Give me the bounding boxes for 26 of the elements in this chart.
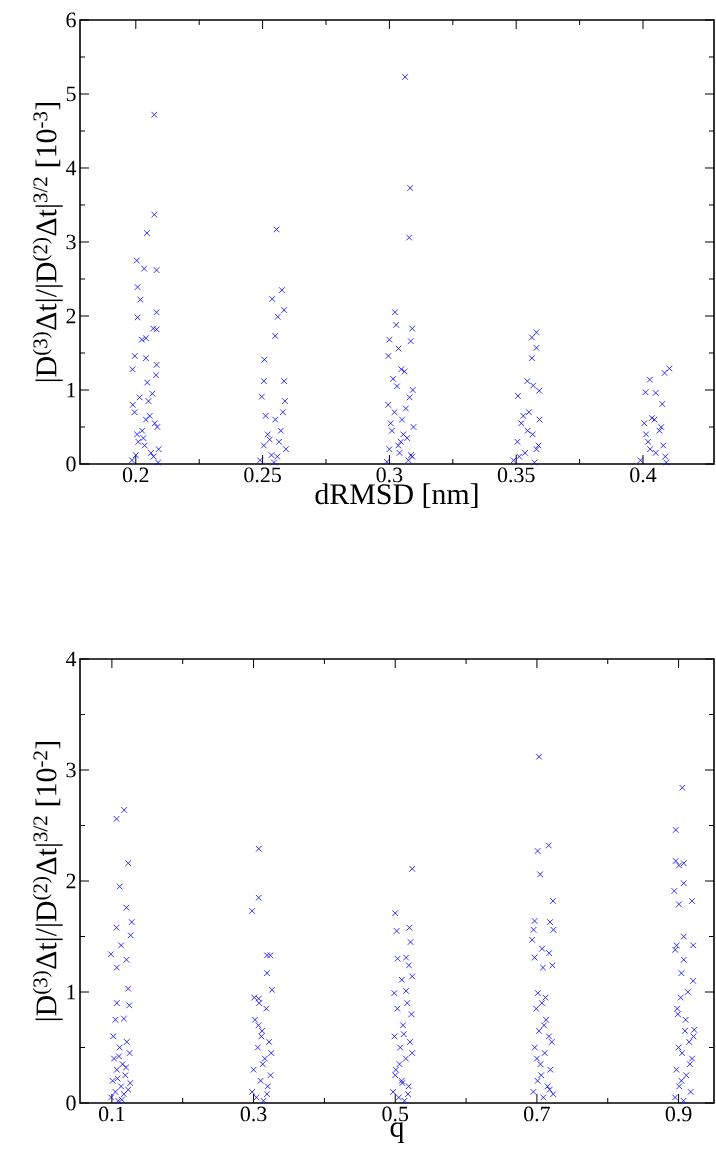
y-tick-label: 0	[66, 456, 76, 472]
x-axis-title: q	[390, 1122, 404, 1143]
y-tick-label: 5	[66, 86, 76, 102]
x-tick-label: 0.3	[240, 1106, 267, 1122]
y-tick-label: 1	[67, 382, 76, 398]
y-tick-label: 1	[67, 984, 76, 1000]
x-tick-label: 0.4	[630, 467, 657, 483]
text: |D$^{(3)}$Δt|/|D$^{(2)}$Δt|$^{3/2}$ [10$^{-2}$]	[32, 741, 63, 1021]
y-tick-label: 3	[66, 762, 76, 778]
y-tick-label: 4	[65, 160, 77, 176]
x-tick-label: 0.9	[665, 1106, 692, 1122]
y-tick-label: 6	[66, 12, 76, 28]
text: |D$^{(3)}$Δt|/|D$^{(2)}$Δt|$^{3/2}$ [10$^{-3}$]	[32, 102, 63, 382]
y-tick-label: 2	[66, 308, 76, 324]
x-tick-label: 0.25	[244, 467, 281, 483]
x-axis-title: dRMSD [nm]	[315, 483, 478, 508]
x-tick-label: 0.35	[497, 467, 535, 483]
x-tick-label: 0.2	[122, 467, 149, 483]
y-tick-label: 2	[66, 873, 76, 889]
x-tick-label: 0.1	[99, 1106, 125, 1122]
y-tick-label: 3	[66, 234, 76, 250]
y-tick-label: 4	[65, 651, 77, 667]
y-tick-label: 0	[66, 1095, 76, 1111]
x-tick-label: 0.5	[382, 1106, 409, 1122]
x-tick-label: 0.3	[376, 467, 403, 483]
x-tick-label: 0.7	[524, 1106, 550, 1122]
